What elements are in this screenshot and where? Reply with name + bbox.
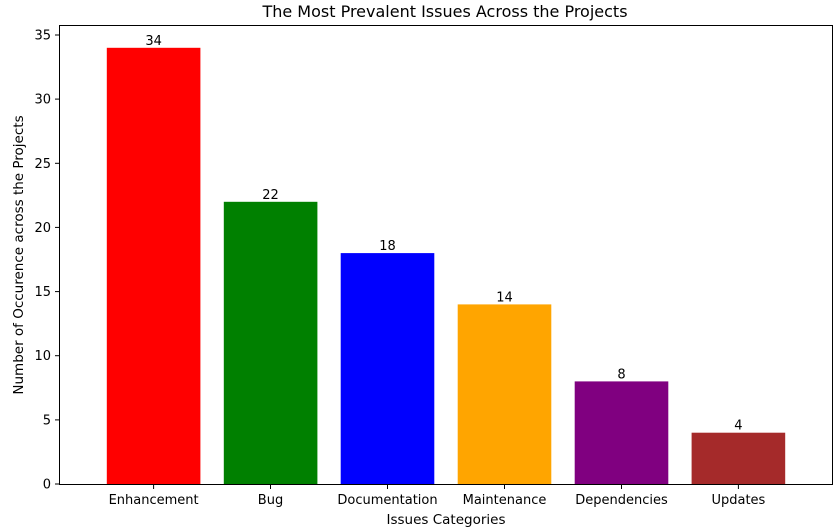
x-tick-label-updates: Updates bbox=[711, 493, 765, 508]
bar-value-labels: 34 22 18 14 8 4 bbox=[145, 34, 742, 434]
y-axis-ticks: 0 5 10 15 20 25 30 35 bbox=[34, 29, 60, 493]
x-tick-label-enhancement: Enhancement bbox=[109, 493, 199, 508]
y-tick-label: 5 bbox=[43, 413, 51, 428]
y-tick-label: 15 bbox=[34, 285, 51, 300]
bars-group bbox=[106, 47, 786, 485]
bar-bug bbox=[223, 201, 318, 485]
y-axis-label: Number of Occurence across the Projects bbox=[11, 115, 27, 394]
y-tick-label: 0 bbox=[43, 478, 51, 493]
plot-frame bbox=[59, 25, 833, 485]
bar-updates bbox=[691, 432, 786, 484]
bar-value-label-maintenance: 14 bbox=[496, 290, 513, 305]
y-tick-label: 35 bbox=[34, 29, 51, 44]
bar-maintenance bbox=[457, 304, 552, 484]
x-axis-ticks: Enhancement Bug Documentation Maintenance De… bbox=[109, 484, 766, 508]
y-tick-label: 30 bbox=[34, 93, 51, 108]
bar-dependencies bbox=[574, 381, 669, 484]
x-tick-label-dependencies: Dependencies bbox=[575, 493, 668, 508]
bar-value-label-enhancement: 34 bbox=[145, 34, 162, 49]
x-tick-label-bug: Bug bbox=[258, 493, 283, 508]
y-tick-label: 20 bbox=[34, 221, 51, 236]
x-axis-label: Issues Categories bbox=[386, 512, 505, 528]
bar-enhancement bbox=[106, 47, 201, 485]
y-tick-label: 25 bbox=[34, 157, 51, 172]
chart-title: The Most Prevalent Issues Across the Pro… bbox=[261, 2, 627, 21]
y-axis-label-text: Number of Occurence across the Projects bbox=[11, 115, 27, 394]
x-tick-label-documentation: Documentation bbox=[337, 493, 437, 508]
bar-value-label-documentation: 18 bbox=[379, 239, 396, 254]
y-tick-label: 10 bbox=[34, 349, 51, 364]
bar-documentation bbox=[340, 253, 435, 484]
bar-value-label-bug: 22 bbox=[262, 188, 279, 203]
x-tick-label-maintenance: Maintenance bbox=[463, 493, 547, 508]
bar-value-label-updates: 4 bbox=[734, 419, 742, 434]
bar-value-label-dependencies: 8 bbox=[617, 367, 625, 382]
